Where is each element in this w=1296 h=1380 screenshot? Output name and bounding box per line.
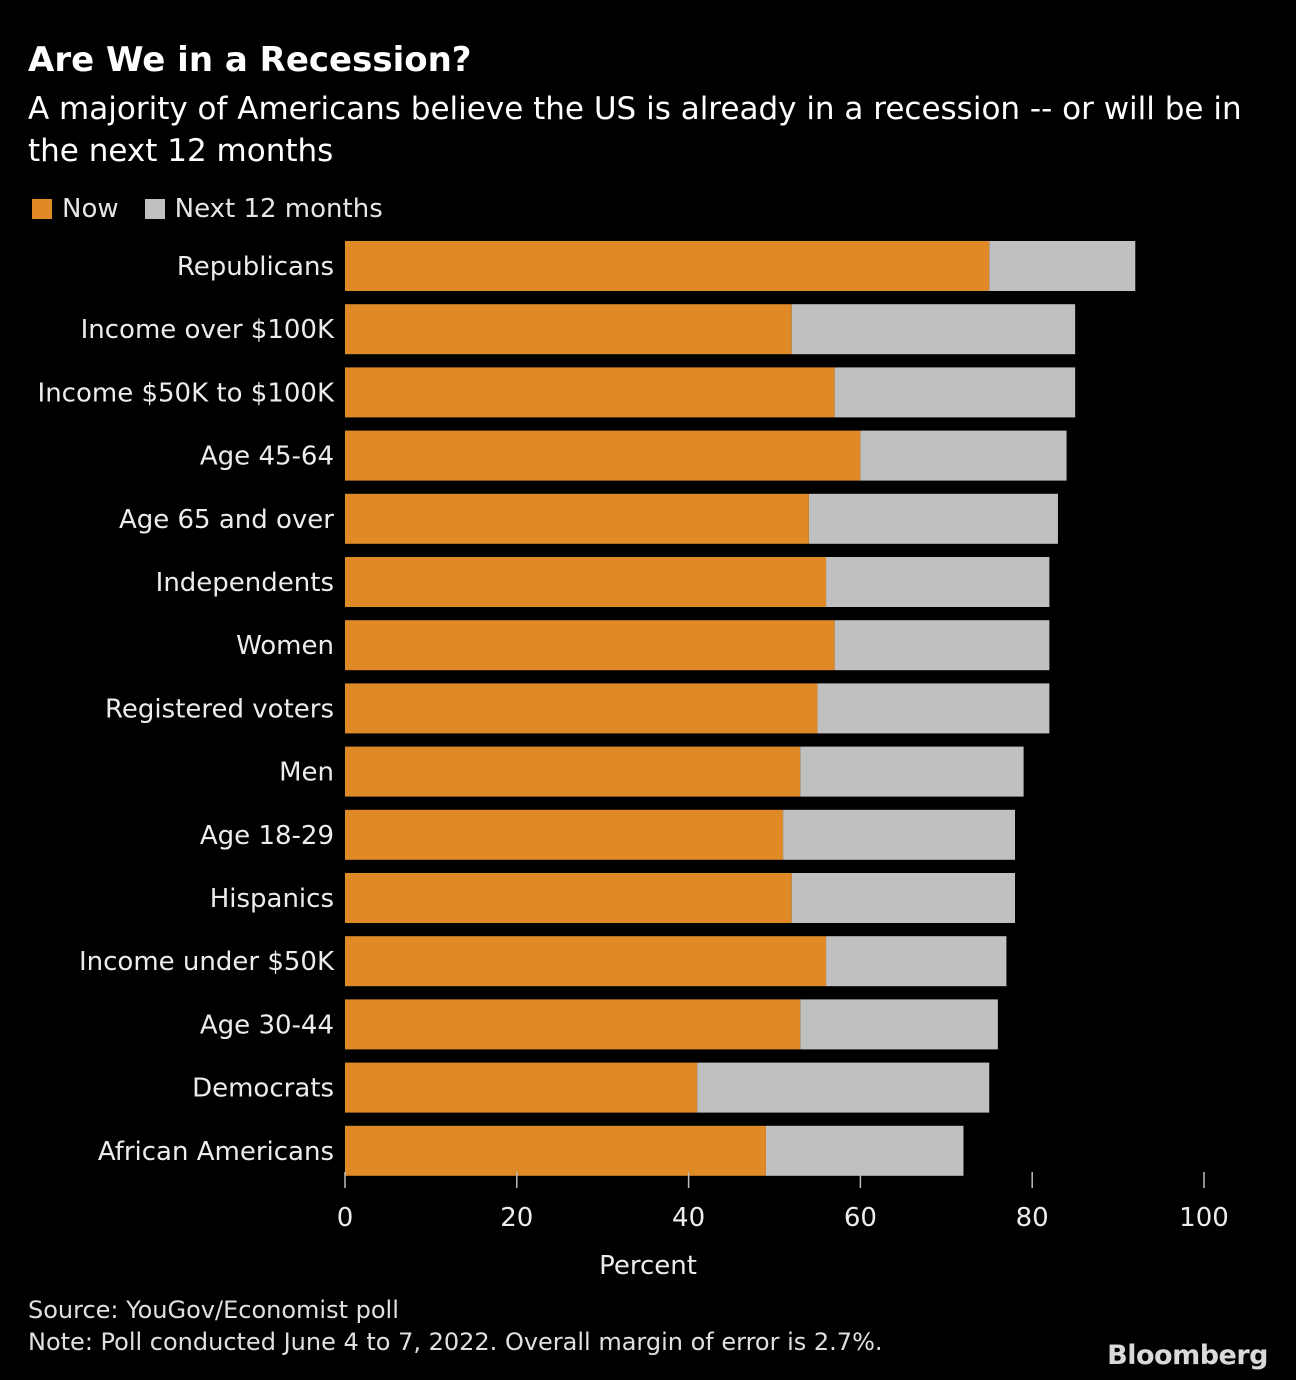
bar-now <box>345 1062 698 1113</box>
bloomberg-logo: Bloomberg <box>1107 1340 1268 1371</box>
chart-title: Are We in a Recession? <box>28 40 472 80</box>
bar-now <box>345 1125 766 1176</box>
category-label: Independents <box>156 568 334 598</box>
category-label: Age 18-29 <box>200 821 334 851</box>
legend-item-next: Next 12 months <box>144 194 383 224</box>
legend-swatch-next <box>144 199 165 219</box>
bar-next <box>800 746 1024 797</box>
x-tick-label: 80 <box>1016 1203 1049 1233</box>
legend-label-next: Next 12 months <box>174 194 383 224</box>
legend-label-now: Now <box>62 194 119 224</box>
bar-next <box>765 1125 964 1176</box>
category-label: Democrats <box>192 1074 334 1104</box>
category-label: Income over $100K <box>81 315 335 345</box>
category-label: Age 30-44 <box>200 1010 334 1040</box>
category-label: Republicans <box>177 252 334 282</box>
bar-next <box>697 1062 990 1113</box>
x-tick-label: 20 <box>500 1203 533 1233</box>
bar-next <box>791 304 1076 355</box>
bar-now <box>345 999 801 1050</box>
bar-next <box>817 683 1050 734</box>
x-axis-title: Percent <box>599 1251 697 1281</box>
x-tick-label: 60 <box>844 1203 877 1233</box>
bar-now <box>345 557 827 607</box>
bar-now <box>345 809 784 860</box>
bar-next <box>808 493 1058 544</box>
bar-next <box>834 620 1050 671</box>
chart-subtitle: A majority of Americans believe the US i… <box>28 91 1242 169</box>
bar-next <box>800 999 998 1050</box>
bar-now <box>345 873 792 923</box>
legend-swatch-now <box>32 199 52 219</box>
bar-chart: Republicans Income over $100K Income $50K … <box>38 241 1229 1281</box>
bar-now <box>345 620 835 671</box>
category-label: Registered voters <box>105 694 334 724</box>
legend: Now Next 12 months <box>32 194 409 224</box>
bar-now <box>345 241 990 291</box>
poll-note: Note: Poll conducted June 4 to 7, 2022. … <box>28 1328 883 1356</box>
category-label: Income $50K to $100K <box>38 378 335 408</box>
bar-now <box>345 304 792 355</box>
bar-now <box>345 493 809 544</box>
bar-next <box>783 809 1016 860</box>
category-label: African Americans <box>98 1137 334 1167</box>
bar-now <box>345 430 861 481</box>
category-label: Men <box>279 758 334 788</box>
bar-now <box>345 683 818 734</box>
bar-next <box>826 557 1050 607</box>
category-label: Age 65 and over <box>119 505 334 535</box>
bar-next <box>791 873 1016 923</box>
x-tick-label: 40 <box>672 1203 705 1233</box>
bar-next <box>989 241 1136 291</box>
category-label: Age 45-64 <box>200 442 334 472</box>
x-tick-label: 100 <box>1179 1203 1229 1233</box>
x-tick-label: 0 <box>337 1203 354 1233</box>
bar-next <box>826 936 1007 987</box>
bar-now <box>345 367 835 418</box>
category-label: Hispanics <box>210 884 334 914</box>
legend-item-now: Now <box>32 194 119 224</box>
bar-now <box>345 936 827 987</box>
category-label: Income under $50K <box>79 947 335 977</box>
category-label: Women <box>236 631 334 661</box>
source-note: Source: YouGov/Economist poll <box>28 1296 399 1324</box>
bar-next <box>834 367 1076 418</box>
bar-now <box>345 746 801 797</box>
bar-next <box>860 430 1067 481</box>
